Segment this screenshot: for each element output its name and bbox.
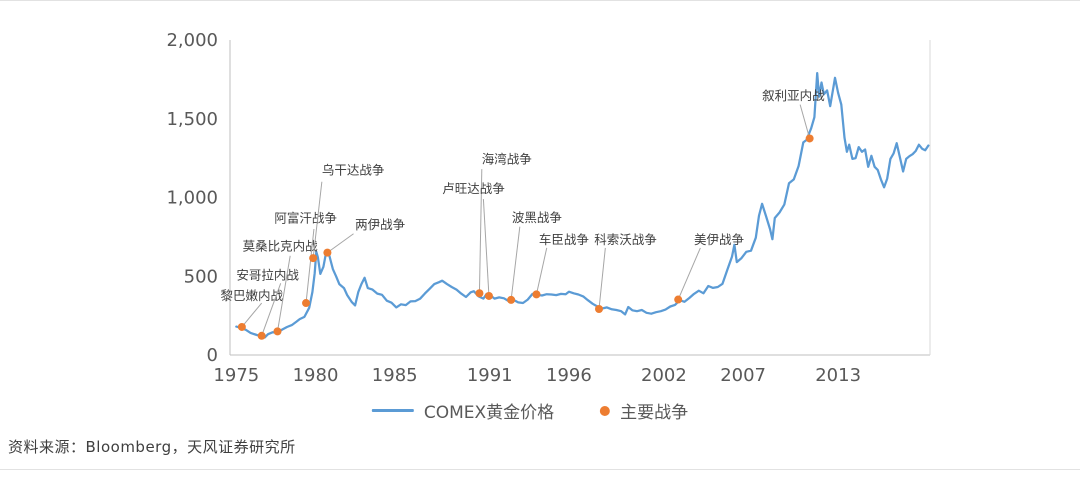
x-axis-tick-label: 1996 — [546, 365, 592, 386]
war-leader-line — [478, 169, 483, 294]
war-marker-dot — [674, 295, 683, 304]
war-leader-line — [799, 104, 811, 139]
war-marker-dot — [273, 327, 282, 336]
y-axis-tick-label: 500 — [184, 266, 218, 287]
war-marker-dot — [475, 289, 484, 298]
line-swatch-icon — [371, 409, 414, 412]
x-axis-tick-label: 1975 — [213, 365, 259, 386]
war-label: 两伊战争 — [355, 217, 405, 232]
war-leader-line — [535, 247, 548, 295]
war-leader-line — [277, 255, 291, 332]
war-label: 科索沃战争 — [594, 232, 657, 247]
legend-item-gold-price: COMEX黄金价格 — [371, 398, 555, 423]
y-axis-tick-label: 1,500 — [166, 109, 218, 130]
war-label: 黎巴嫩内战 — [220, 288, 283, 303]
war-leader-line — [677, 247, 701, 300]
war-label: 波黑战争 — [512, 210, 562, 225]
bottom-divider — [0, 469, 1080, 470]
top-divider — [0, 0, 1080, 1]
war-label: 叙利亚内战 — [762, 88, 825, 103]
war-marker-dot — [323, 248, 332, 257]
gold-price-line — [235, 71, 930, 339]
war-marker-dot — [595, 305, 604, 314]
war-marker-dot — [237, 322, 246, 331]
war-leader-line — [241, 302, 263, 328]
x-axis-tick-label: 1991 — [467, 365, 513, 386]
legend-label-gold-price: COMEX黄金价格 — [423, 403, 555, 423]
chart-legend: COMEX黄金价格 主要战争 — [371, 398, 688, 423]
war-marker-dot — [309, 254, 318, 263]
x-axis-tick-label: 2007 — [720, 365, 766, 386]
legend-label-wars: 主要战争 — [620, 403, 689, 423]
source-note: 资料来源：Bloomberg，天风证券研究所 — [8, 438, 296, 456]
war-leader-line — [482, 199, 490, 296]
legend-item-wars: 主要战争 — [600, 398, 688, 423]
y-axis-tick-label: 1,000 — [166, 188, 218, 209]
war-label: 卢旺达战争 — [442, 181, 505, 196]
chart-canvas: 0 500 1,000 1,500 2,000 1975 1980 1985 1991 1996 2… — [166, 30, 931, 386]
war-leader-line — [312, 181, 323, 259]
x-axis-tick-label: 2013 — [815, 365, 861, 386]
x-axis-tick-label: 1980 — [293, 365, 339, 386]
war-leader-line — [598, 247, 606, 310]
war-leader-line — [327, 233, 354, 254]
y-axis-tick-label: 2,000 — [166, 30, 218, 51]
war-label: 阿富汗战争 — [274, 211, 337, 226]
war-marker-dot — [805, 134, 814, 143]
war-label: 莫桑比克内战 — [243, 238, 319, 253]
war-leader-line — [305, 228, 315, 304]
x-axis-tick-label: 1985 — [372, 365, 418, 386]
war-label: 美伊战争 — [694, 232, 744, 247]
war-marker-dot — [507, 295, 516, 304]
war-leader-line — [261, 283, 282, 336]
war-label: 海湾战争 — [482, 152, 532, 167]
gold-price-chart: 0 500 1,000 1,500 2,000 1975 1980 1985 1991 1996 2… — [166, 30, 931, 423]
dot-swatch-icon — [600, 405, 611, 416]
war-label: 安哥拉内战 — [236, 267, 299, 282]
war-marker-dot — [302, 299, 311, 308]
x-axis-tick-label: 2002 — [641, 365, 687, 386]
war-leader-line — [510, 226, 521, 300]
war-marker-dot — [257, 331, 266, 340]
war-label: 车臣战争 — [539, 232, 589, 247]
war-marker-dot — [484, 291, 493, 300]
y-axis-tick-label: 0 — [207, 345, 218, 366]
war-marker-dot — [532, 290, 541, 299]
war-label: 乌干达战争 — [322, 163, 385, 178]
